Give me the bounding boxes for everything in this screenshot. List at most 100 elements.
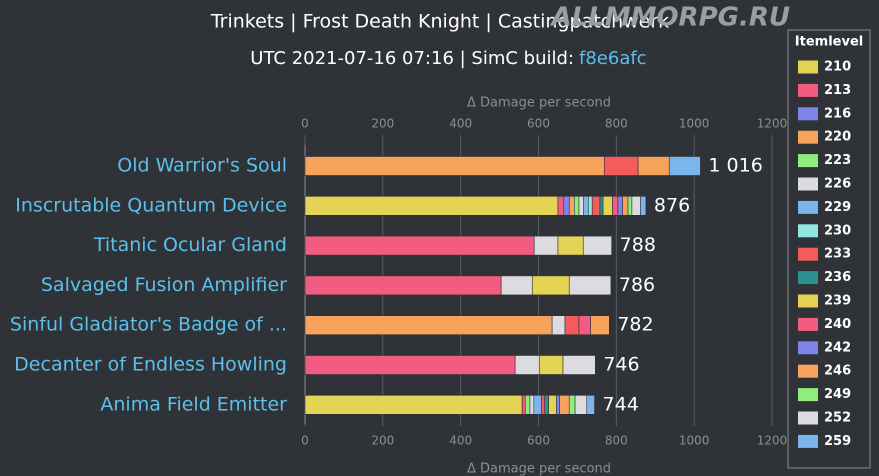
bar-segment	[548, 394, 557, 415]
legend-swatch[interactable]	[798, 177, 818, 191]
legend-swatch[interactable]	[798, 247, 818, 261]
legend-label[interactable]: 240	[824, 317, 851, 332]
bar-segment	[574, 196, 580, 216]
legend-swatch[interactable]	[798, 434, 818, 448]
legend-label[interactable]: 226	[824, 177, 851, 192]
bar-segment	[533, 394, 542, 415]
bar-segment	[562, 355, 596, 375]
bar-segment	[304, 275, 502, 296]
bar-segment	[590, 315, 610, 336]
bar-segment	[564, 315, 580, 336]
bar-segment	[640, 196, 647, 216]
category-label: Inscrutable Quantum Device	[15, 194, 287, 216]
legend-label[interactable]: 216	[824, 106, 851, 121]
legend-label[interactable]: 249	[824, 387, 851, 402]
legend-swatch[interactable]	[798, 60, 818, 74]
bar-segment	[631, 196, 641, 216]
legend-swatch[interactable]	[798, 83, 818, 97]
x-tick-label: 1200	[757, 117, 788, 131]
bar-segment	[582, 235, 612, 256]
bar-segment	[531, 275, 570, 296]
total-label: 782	[617, 314, 653, 336]
bar-segment	[574, 394, 588, 415]
legend-title: Itemlevel	[795, 35, 863, 50]
chart-subtitle: UTC 2021-07-16 07:16 | SimC build:	[250, 48, 574, 69]
bar-segment	[578, 315, 591, 336]
x-tick-label: 0	[301, 117, 309, 131]
legend-label[interactable]: 246	[824, 364, 851, 379]
x-tick-label: 1000	[679, 117, 710, 131]
bar-segment	[304, 315, 553, 336]
bar-segment	[617, 196, 623, 216]
category-label: Sinful Gladiator's Badge of ...	[10, 314, 287, 336]
legend-swatch[interactable]	[798, 317, 818, 331]
bar-segment	[557, 235, 584, 256]
legend-label[interactable]: 210	[824, 60, 851, 75]
x-tick-label-bottom: 600	[527, 434, 550, 448]
bar-segment	[500, 275, 533, 296]
bar-segment	[602, 196, 613, 216]
x-tick-label-bottom: 200	[371, 434, 394, 448]
bar-segment	[304, 156, 605, 176]
category-label: Salvaged Fusion Amplifier	[41, 274, 287, 296]
bar-segment	[599, 196, 604, 216]
legend-swatch[interactable]	[798, 388, 818, 402]
bar-segment	[533, 235, 559, 256]
legend-label[interactable]: 252	[824, 411, 851, 426]
x-axis-title-bottom: Δ Damage per second	[467, 462, 611, 476]
bar-segment	[637, 156, 670, 176]
x-tick-label-bottom: 1200	[757, 434, 788, 448]
bar-segment	[556, 394, 560, 415]
legend-label[interactable]: 259	[824, 434, 851, 449]
bar-segment	[612, 196, 619, 216]
total-label: 876	[654, 194, 690, 216]
bar-segment	[586, 394, 595, 415]
legend-swatch[interactable]	[798, 107, 818, 121]
x-tick-label-bottom: 800	[605, 434, 628, 448]
legend-label[interactable]: 236	[824, 270, 851, 285]
legend-label[interactable]: 230	[824, 223, 851, 238]
legend-swatch[interactable]	[798, 271, 818, 285]
bar-segment	[578, 196, 584, 216]
x-tick-label-bottom: 400	[449, 434, 472, 448]
x-tick-label-bottom: 1000	[679, 434, 710, 448]
legend-swatch[interactable]	[798, 154, 818, 168]
legend-label[interactable]: 233	[824, 247, 851, 262]
bar-segment	[538, 355, 564, 375]
bar-segment	[541, 394, 546, 415]
watermark: ALLMMORPG.RU	[549, 3, 790, 33]
legend-swatch[interactable]	[798, 130, 818, 144]
legend-label[interactable]: 223	[824, 153, 851, 168]
legend-swatch[interactable]	[798, 411, 818, 425]
legend-swatch[interactable]	[798, 294, 818, 308]
x-tick-label-bottom: 0	[301, 434, 309, 448]
legend-swatch[interactable]	[798, 224, 818, 238]
legend-label[interactable]: 213	[824, 83, 851, 98]
legend-label[interactable]: 220	[824, 130, 851, 145]
x-tick-label: 600	[527, 117, 550, 131]
build-link[interactable]: f8e6afc	[579, 48, 647, 69]
legend-swatch[interactable]	[798, 364, 818, 378]
x-tick-label: 400	[449, 117, 472, 131]
legend-label[interactable]: 229	[824, 200, 851, 215]
x-tick-label: 200	[371, 117, 394, 131]
bar-segment	[514, 355, 540, 375]
legend-label[interactable]: 239	[824, 294, 851, 309]
bar-segment	[304, 196, 559, 216]
x-tick-label: 800	[605, 117, 628, 131]
bar-segment	[521, 394, 526, 415]
legend-swatch[interactable]	[798, 341, 818, 355]
category-label: Anima Field Emitter	[100, 393, 287, 415]
chart-title: Trinkets | Frost Death Knight | Castingp…	[210, 11, 669, 33]
category-label: Decanter of Endless Howling	[14, 354, 287, 376]
legend-label[interactable]: 242	[824, 340, 851, 355]
bar-segment	[627, 196, 633, 216]
bar-segment	[568, 196, 575, 216]
bar-segment	[583, 196, 589, 216]
bar-segment	[603, 156, 639, 176]
bar-segment	[568, 394, 576, 415]
legend-swatch[interactable]	[798, 200, 818, 214]
bar-segment	[551, 315, 566, 336]
bar-segment	[563, 196, 570, 216]
